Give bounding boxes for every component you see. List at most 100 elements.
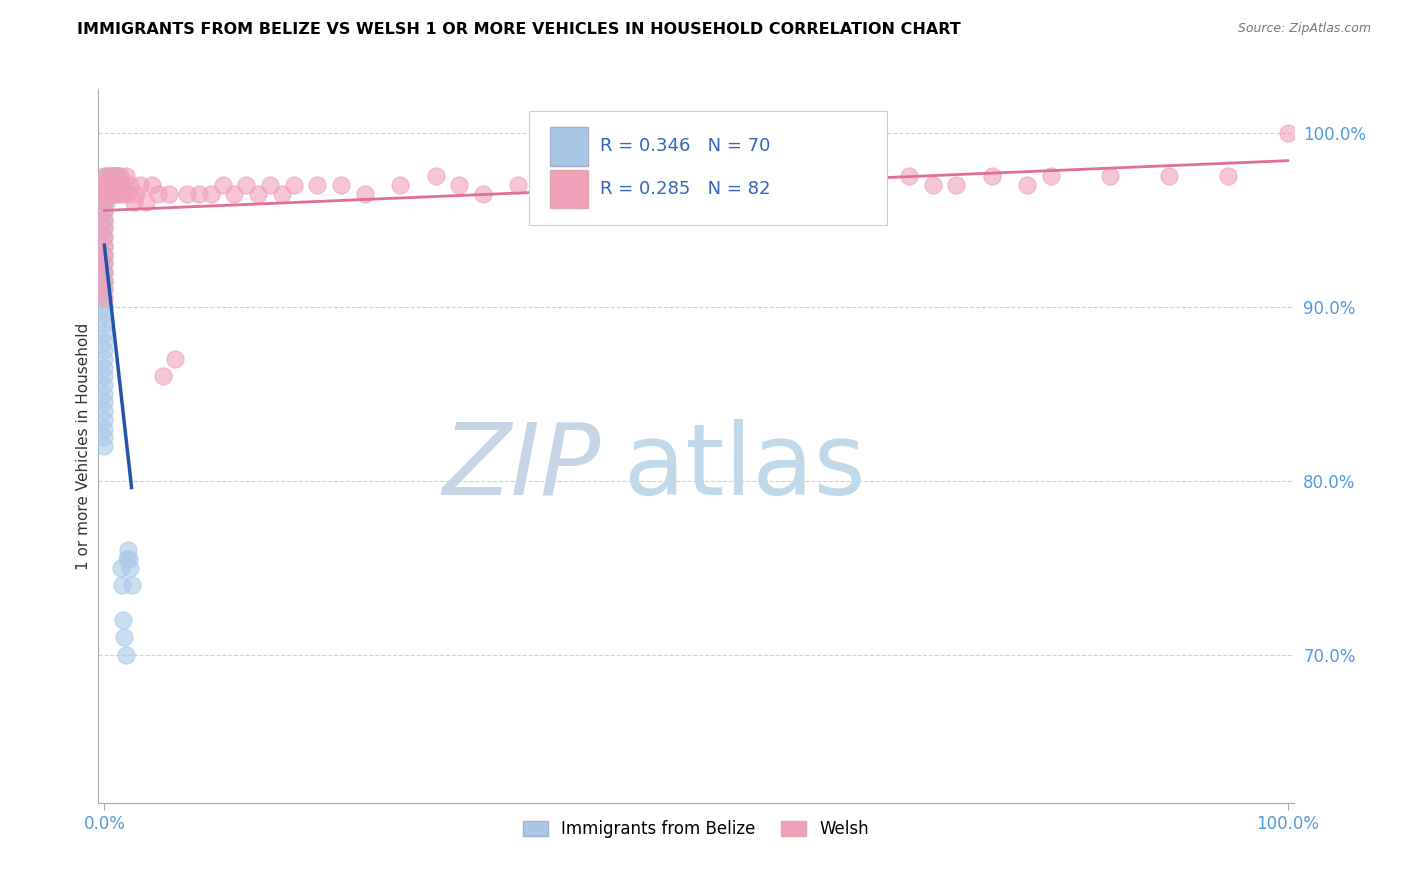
- Point: [101, 178, 124, 192]
- Point: [93, 343, 115, 358]
- Point: [94, 178, 117, 192]
- Point: [97, 186, 120, 201]
- Point: [103, 178, 125, 192]
- Point: [93, 230, 115, 244]
- Point: [685, 178, 707, 192]
- Point: [93, 186, 115, 201]
- Point: [93, 274, 115, 288]
- Point: [247, 186, 270, 201]
- Point: [897, 169, 920, 184]
- Point: [98, 178, 121, 192]
- Point: [93, 247, 115, 261]
- Point: [93, 256, 115, 270]
- Point: [93, 421, 115, 435]
- Point: [93, 404, 115, 418]
- Point: [1277, 126, 1299, 140]
- Text: ZIP: ZIP: [441, 419, 600, 516]
- Point: [709, 169, 731, 184]
- Point: [104, 169, 127, 184]
- Point: [121, 578, 143, 592]
- Point: [1218, 169, 1240, 184]
- Text: R = 0.285   N = 82: R = 0.285 N = 82: [600, 180, 770, 198]
- Point: [100, 178, 122, 192]
- Point: [94, 186, 117, 201]
- Point: [93, 395, 115, 409]
- Point: [93, 230, 115, 244]
- Point: [97, 178, 120, 192]
- Point: [114, 169, 136, 184]
- Point: [103, 186, 125, 201]
- Point: [270, 186, 292, 201]
- Point: [152, 369, 174, 384]
- Point: [93, 291, 115, 305]
- FancyBboxPatch shape: [550, 169, 589, 209]
- Point: [100, 169, 122, 184]
- Point: [104, 178, 127, 192]
- Point: [93, 239, 115, 253]
- Point: [307, 178, 329, 192]
- Point: [94, 178, 117, 192]
- Text: Source: ZipAtlas.com: Source: ZipAtlas.com: [1237, 22, 1371, 36]
- Point: [157, 186, 180, 201]
- Point: [93, 282, 115, 296]
- Point: [135, 195, 157, 210]
- Point: [508, 178, 530, 192]
- Point: [98, 186, 121, 201]
- Point: [1099, 169, 1122, 184]
- Point: [94, 169, 117, 184]
- Point: [235, 178, 257, 192]
- Point: [93, 282, 115, 296]
- Point: [389, 178, 412, 192]
- Point: [105, 169, 128, 184]
- Point: [100, 186, 122, 201]
- Point: [330, 178, 353, 192]
- Point: [93, 351, 115, 366]
- Point: [118, 552, 141, 566]
- Point: [111, 178, 134, 192]
- Point: [114, 648, 136, 662]
- Text: R = 0.346   N = 70: R = 0.346 N = 70: [600, 137, 770, 155]
- Point: [93, 334, 115, 349]
- Point: [96, 169, 118, 184]
- Point: [1159, 169, 1181, 184]
- Point: [591, 169, 613, 184]
- Point: [93, 265, 115, 279]
- Point: [120, 561, 142, 575]
- Point: [110, 561, 132, 575]
- Point: [96, 178, 118, 192]
- Point: [211, 178, 233, 192]
- Point: [107, 178, 129, 192]
- Point: [146, 186, 169, 201]
- Point: [101, 178, 124, 192]
- Point: [93, 247, 115, 261]
- Point: [108, 178, 131, 192]
- Point: [779, 178, 801, 192]
- Point: [93, 178, 115, 192]
- Point: [117, 186, 139, 201]
- Point: [1017, 178, 1039, 192]
- Point: [165, 351, 187, 366]
- Point: [128, 178, 150, 192]
- Point: [1039, 169, 1062, 184]
- Point: [105, 178, 128, 192]
- Point: [661, 186, 683, 201]
- Point: [93, 221, 115, 235]
- Point: [94, 195, 117, 210]
- Point: [141, 178, 163, 192]
- Point: [259, 178, 281, 192]
- Point: [115, 552, 138, 566]
- Text: IMMIGRANTS FROM BELIZE VS WELSH 1 OR MORE VEHICLES IN HOUSEHOLD CORRELATION CHAR: IMMIGRANTS FROM BELIZE VS WELSH 1 OR MOR…: [77, 22, 962, 37]
- Point: [93, 204, 115, 219]
- Point: [93, 256, 115, 270]
- Point: [283, 178, 305, 192]
- Point: [93, 274, 115, 288]
- Point: [93, 291, 115, 305]
- Point: [93, 369, 115, 384]
- Point: [114, 631, 136, 645]
- Point: [105, 178, 128, 192]
- Point: [921, 178, 943, 192]
- Point: [96, 186, 118, 201]
- Point: [97, 169, 120, 184]
- Point: [472, 186, 495, 201]
- Point: [112, 613, 135, 627]
